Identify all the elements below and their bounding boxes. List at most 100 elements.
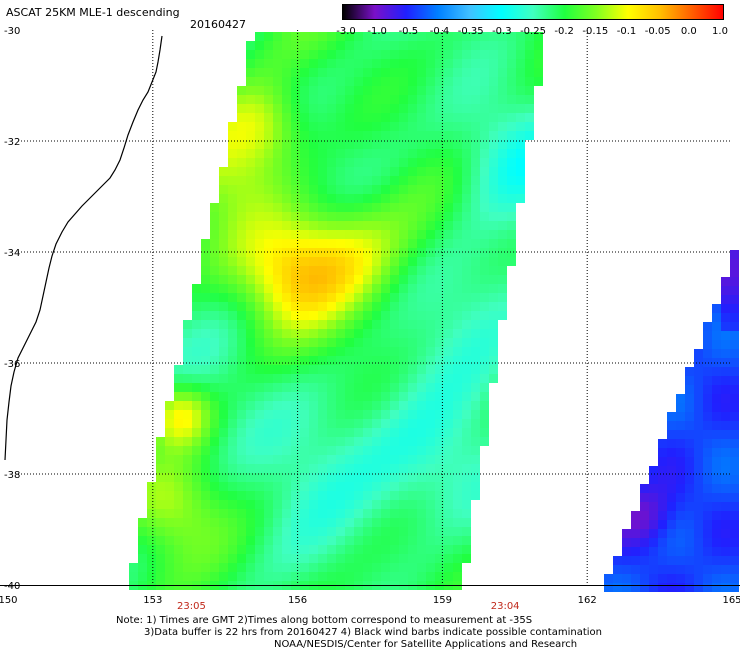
- swath-cell: [417, 203, 426, 212]
- swath-cell: [246, 437, 255, 446]
- swath-cell: [255, 266, 264, 275]
- swath-time-label: 23:05: [177, 601, 206, 612]
- swath-cell: [489, 113, 498, 122]
- swath-cell: [730, 448, 739, 457]
- swath-cell: [453, 185, 462, 194]
- swath-cell: [210, 536, 219, 545]
- swath-cell: [183, 491, 192, 500]
- swath-cell: [183, 383, 192, 392]
- swath-cell: [408, 77, 417, 86]
- swath-cell: [264, 455, 273, 464]
- swath-cell: [435, 104, 444, 113]
- swath-cell: [246, 410, 255, 419]
- swath-cell: [631, 574, 640, 583]
- swath-cell: [264, 149, 273, 158]
- swath-cell: [471, 482, 480, 491]
- swath-cell: [345, 140, 354, 149]
- swath-cell: [273, 95, 282, 104]
- swath-cell: [282, 50, 291, 59]
- swath-cell: [237, 446, 246, 455]
- swath-cell: [273, 131, 282, 140]
- swath-cell: [435, 176, 444, 185]
- swath-cell: [399, 104, 408, 113]
- swath-cell: [192, 374, 201, 383]
- swath-cell: [408, 32, 417, 41]
- swath-cell: [667, 565, 676, 574]
- swath-cell: [471, 221, 480, 230]
- swath-cell: [453, 320, 462, 329]
- swath-cell: [471, 149, 480, 158]
- swath-cell: [372, 77, 381, 86]
- swath-cell: [255, 545, 264, 554]
- swath-cell: [273, 509, 282, 518]
- swath-cell: [354, 302, 363, 311]
- swath-cell: [721, 322, 730, 331]
- swath-cell: [318, 131, 327, 140]
- swath-cell: [237, 473, 246, 482]
- swath-cell: [685, 475, 694, 484]
- swath-cell: [489, 50, 498, 59]
- swath-cell: [264, 122, 273, 131]
- swath-cell: [390, 311, 399, 320]
- swath-cell: [318, 383, 327, 392]
- swath-cell: [273, 212, 282, 221]
- swath-cell: [300, 437, 309, 446]
- swath-cell: [147, 563, 156, 572]
- swath-cell: [703, 484, 712, 493]
- swath-cell: [264, 365, 273, 374]
- swath-cell: [192, 455, 201, 464]
- swath-cell: [300, 284, 309, 293]
- swath-cell: [300, 527, 309, 536]
- swath-cell: [192, 572, 201, 581]
- swath-cell: [183, 554, 192, 563]
- swath-cell: [309, 113, 318, 122]
- swath-cell: [336, 149, 345, 158]
- swath-cell: [345, 131, 354, 140]
- swath-cell: [462, 194, 471, 203]
- swath-cell: [694, 385, 703, 394]
- swath-cell: [228, 464, 237, 473]
- swath-cell: [318, 518, 327, 527]
- swath-cell: [480, 293, 489, 302]
- swath-cell: [273, 239, 282, 248]
- swath-cell: [480, 212, 489, 221]
- swath-cell: [264, 293, 273, 302]
- swath-cell: [147, 572, 156, 581]
- swath-cell: [165, 554, 174, 563]
- swath-cell: [354, 158, 363, 167]
- swath-cell: [300, 329, 309, 338]
- swath-cell: [264, 509, 273, 518]
- swath-cell: [255, 50, 264, 59]
- swath-cell: [255, 176, 264, 185]
- swath-cell: [336, 104, 345, 113]
- swath-cell: [462, 293, 471, 302]
- swath-cell: [471, 302, 480, 311]
- swath-cell: [309, 293, 318, 302]
- swath-cell: [273, 554, 282, 563]
- swath-cell: [246, 266, 255, 275]
- swath-cell: [282, 536, 291, 545]
- swath-cell: [658, 520, 667, 529]
- swath-cell: [408, 230, 417, 239]
- swath-cell: [174, 374, 183, 383]
- swath-cell: [327, 437, 336, 446]
- swath-cell: [489, 32, 498, 41]
- swath-cell: [694, 358, 703, 367]
- swath-cell: [453, 491, 462, 500]
- swath-cell: [336, 59, 345, 68]
- swath-cell: [336, 32, 345, 41]
- swath-cell: [462, 329, 471, 338]
- swath-cell: [264, 410, 273, 419]
- colorbar-label: -0.05: [644, 26, 671, 37]
- swath-cell: [327, 230, 336, 239]
- swath-cell: [408, 194, 417, 203]
- swath-cell: [730, 259, 739, 268]
- swath-cell: [300, 374, 309, 383]
- swath-cell: [480, 392, 489, 401]
- swath-cell: [694, 475, 703, 484]
- swath-cell: [192, 356, 201, 365]
- swath-cell: [507, 95, 516, 104]
- swath-cell: [471, 383, 480, 392]
- swath-cell: [498, 266, 507, 275]
- swath-cell: [480, 77, 489, 86]
